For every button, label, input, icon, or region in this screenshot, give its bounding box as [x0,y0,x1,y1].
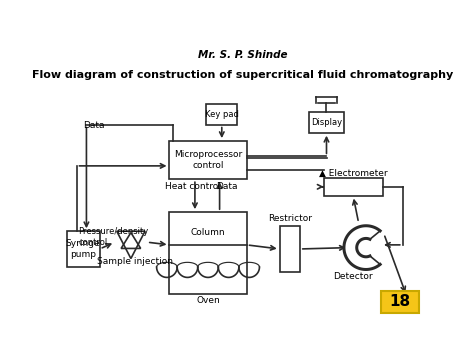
Text: Data: Data [216,182,237,191]
Text: Oven: Oven [196,296,220,305]
Text: Column: Column [191,228,225,237]
Bar [169,141,246,179]
FancyBboxPatch shape [381,291,419,313]
Text: 18: 18 [389,294,410,309]
Text: Restrictor: Restrictor [268,214,312,223]
Bar [280,226,300,272]
Text: Pressure/density
control: Pressure/density control [78,227,149,246]
Text: Microprocessor
control: Microprocessor control [174,151,242,170]
Text: Syringe
pump: Syringe pump [66,239,100,259]
Text: Heat control: Heat control [165,182,221,191]
Text: Flow diagram of construction of supercritical fluid chromatography: Flow diagram of construction of supercri… [32,70,454,80]
Bar [66,231,100,267]
Text: Vent: Vent [400,294,420,303]
Text: Key pad: Key pad [205,110,239,119]
Bar [324,178,383,196]
Text: Data: Data [83,120,104,130]
Text: Sample injection: Sample injection [97,257,173,266]
Text: ▲ Electrometer: ▲ Electrometer [319,169,387,178]
Bar [309,112,344,133]
Bar [206,104,237,125]
Text: Display: Display [311,118,342,127]
Bar [169,212,246,294]
Text: Detector: Detector [333,272,373,281]
Text: Mr. S. P. Shinde: Mr. S. P. Shinde [198,50,288,60]
